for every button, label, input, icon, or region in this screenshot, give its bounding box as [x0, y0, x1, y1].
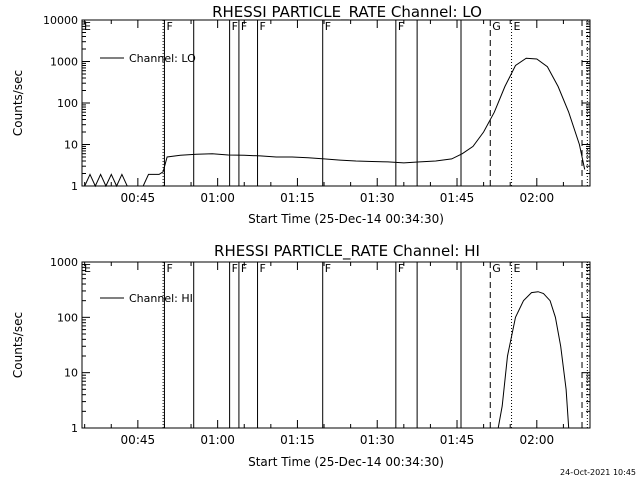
- series-line-lo: [84, 57, 586, 188]
- x-tick-label: 00:45: [121, 191, 156, 205]
- legend-label: Channel: HI: [129, 292, 193, 305]
- plot-frame: [81, 19, 591, 187]
- y-tick-label: 100: [57, 97, 78, 110]
- flag-label-8: F: [398, 262, 404, 275]
- x-tick-label: 01:00: [200, 191, 235, 205]
- flag-label-6: F: [260, 20, 266, 33]
- flag-label-4: F: [232, 20, 238, 33]
- y-axis-label: Counts/sec: [11, 312, 25, 378]
- y-ticks: 1 10 100 1000: [50, 256, 590, 435]
- flag-label-5: F: [241, 262, 247, 275]
- x-tick-label: 01:30: [360, 191, 395, 205]
- flag-label-2: F: [166, 262, 172, 275]
- x-ticks: 00:45 01:00 01:15 01:30 01:45 02:00: [84, 20, 591, 205]
- flag-label-7: F: [325, 20, 331, 33]
- flag-label-6: F: [260, 262, 266, 275]
- x-ticks: 00:45 01:00 01:15 01:30 01:45 02:00: [84, 262, 591, 447]
- flag-label-0: E: [84, 20, 91, 33]
- y-axis-label: Counts/sec: [11, 70, 25, 136]
- y-ticks: 1 10 100 1000 10000: [43, 14, 590, 193]
- x-tick-label: 01:15: [280, 191, 315, 205]
- y-tick-label: 1: [71, 422, 78, 435]
- flag-label-11: G: [492, 262, 501, 275]
- flag-label-12: E: [514, 262, 521, 275]
- x-tick-label: 00:45: [121, 433, 156, 447]
- y-tick-label: 1000: [50, 256, 78, 269]
- flag-label-8: F: [398, 20, 404, 33]
- y-tick-label: 10: [64, 139, 78, 152]
- x-tick-label: 02:00: [520, 433, 555, 447]
- flag-label-5: F: [241, 20, 247, 33]
- y-tick-label: 10000: [43, 14, 78, 27]
- x-tick-label: 01:45: [440, 191, 475, 205]
- flag-label-0: E: [84, 262, 91, 275]
- x-axis-label: Start Time (25-Dec-14 00:34:30): [248, 455, 444, 469]
- x-tick-label: 01:00: [200, 433, 235, 447]
- x-tick-label: 01:45: [440, 433, 475, 447]
- flag-label-2: F: [166, 20, 172, 33]
- chart-title: RHESSI PARTICLE_RATE Channel: LO: [212, 3, 482, 22]
- chart-panel-hi: RHESSI PARTICLE_RATE Channel: HI Counts/…: [11, 242, 591, 469]
- x-tick-label: 02:00: [520, 191, 555, 205]
- flag-label-11: G: [492, 20, 501, 33]
- flag-label-7: F: [325, 262, 331, 275]
- legend-label: Channel: LO: [129, 52, 196, 65]
- y-tick-label: 10: [64, 367, 78, 380]
- y-tick-label: 100: [57, 311, 78, 324]
- flag-label-12: E: [514, 20, 521, 33]
- x-tick-label: 01:30: [360, 433, 395, 447]
- x-axis-label: Start Time (25-Dec-14 00:34:30): [248, 212, 444, 226]
- plot-frame: [81, 261, 591, 429]
- footer-timestamp: 24-Oct-2021 10:45: [560, 468, 636, 477]
- flag-label-4: F: [232, 262, 238, 275]
- chart-panel-lo: RHESSI PARTICLE_RATE Channel: LO Counts/…: [11, 3, 591, 226]
- y-tick-label: 1000: [50, 56, 78, 69]
- y-tick-label: 1: [71, 180, 78, 193]
- x-tick-label: 01:15: [280, 433, 315, 447]
- series-line-hi: [497, 291, 570, 429]
- chart-title: RHESSI PARTICLE_RATE Channel: HI: [214, 242, 480, 261]
